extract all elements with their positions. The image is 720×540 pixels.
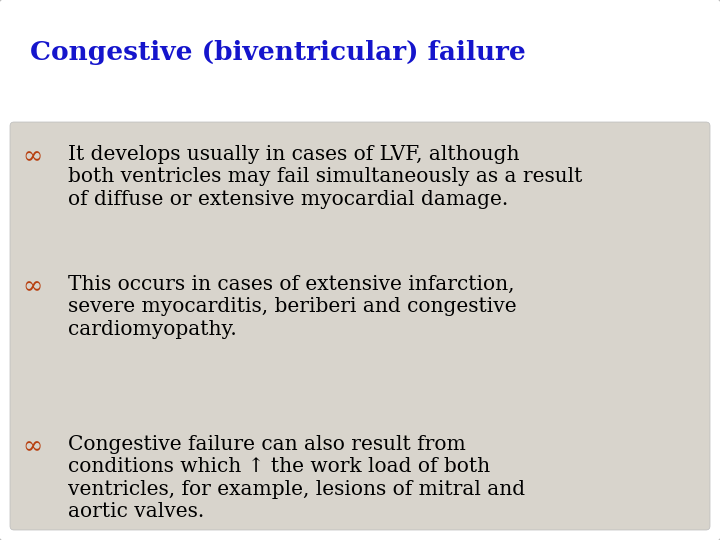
- Text: aortic valves.: aortic valves.: [68, 502, 204, 522]
- Text: both ventricles may fail simultaneously as a result: both ventricles may fail simultaneously …: [68, 167, 582, 186]
- Text: cardiomyopathy.: cardiomyopathy.: [68, 320, 237, 339]
- Text: Congestive failure can also result from: Congestive failure can also result from: [68, 435, 466, 454]
- Text: It develops usually in cases of LVF, although: It develops usually in cases of LVF, alt…: [68, 145, 520, 164]
- Text: of diffuse or extensive myocardial damage.: of diffuse or extensive myocardial damag…: [68, 190, 508, 209]
- FancyBboxPatch shape: [10, 122, 710, 530]
- Text: ventricles, for example, lesions of mitral and: ventricles, for example, lesions of mitr…: [68, 480, 525, 499]
- Text: ∞: ∞: [22, 435, 42, 458]
- Text: ∞: ∞: [22, 145, 42, 168]
- Text: ∞: ∞: [22, 275, 42, 298]
- Text: Congestive (biventricular) failure: Congestive (biventricular) failure: [30, 40, 526, 65]
- Text: This occurs in cases of extensive infarction,: This occurs in cases of extensive infarc…: [68, 275, 515, 294]
- Text: severe myocarditis, beriberi and congestive: severe myocarditis, beriberi and congest…: [68, 298, 517, 316]
- Text: conditions which ↑ the work load of both: conditions which ↑ the work load of both: [68, 457, 490, 476]
